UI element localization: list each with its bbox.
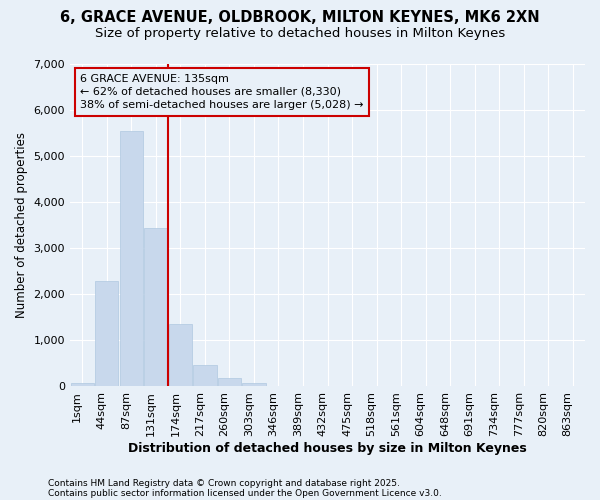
Bar	[193, 365, 217, 386]
Bar	[242, 383, 266, 386]
X-axis label: Distribution of detached houses by size in Milton Keynes: Distribution of detached houses by size …	[128, 442, 527, 455]
Bar	[119, 131, 143, 386]
Text: Contains public sector information licensed under the Open Government Licence v3: Contains public sector information licen…	[48, 488, 442, 498]
Bar	[71, 383, 94, 386]
Bar	[218, 378, 241, 386]
Bar	[95, 280, 118, 386]
Bar	[169, 324, 192, 386]
Text: 6, GRACE AVENUE, OLDBROOK, MILTON KEYNES, MK6 2XN: 6, GRACE AVENUE, OLDBROOK, MILTON KEYNES…	[60, 10, 540, 25]
Text: 6 GRACE AVENUE: 135sqm
← 62% of detached houses are smaller (8,330)
38% of semi-: 6 GRACE AVENUE: 135sqm ← 62% of detached…	[80, 74, 364, 110]
Y-axis label: Number of detached properties: Number of detached properties	[15, 132, 28, 318]
Text: Contains HM Land Registry data © Crown copyright and database right 2025.: Contains HM Land Registry data © Crown c…	[48, 478, 400, 488]
Text: Size of property relative to detached houses in Milton Keynes: Size of property relative to detached ho…	[95, 28, 505, 40]
Bar	[144, 228, 167, 386]
